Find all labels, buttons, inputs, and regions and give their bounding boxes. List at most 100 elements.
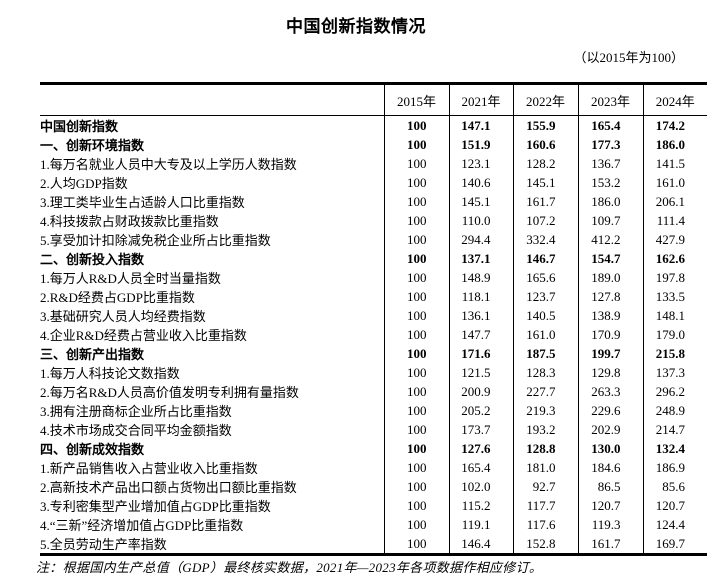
value-cell: 100 [383,363,449,382]
row-label: 4.“三新”经济增加值占GDP比重指数 [40,518,244,533]
row-label: 三、创新产出指数 [40,347,145,362]
value-cell: 127.6 [448,439,513,458]
table-row: 3.基础研究人员人均经费指数 100 136.1 140.5 138.9 148.1 [40,306,707,325]
value-cell: 119.1 [448,515,513,534]
value-cell: 117.7 [512,496,578,515]
value-cell: 179.0 [642,325,707,344]
row-label: 3.专利密集型产业增加值占GDP比重指数 [40,499,271,514]
value-cell: 146.7 [512,249,578,268]
table-row: 3.理工类毕业生占适龄人口比重指数 100 145.1 161.7 186.0 206.1 [40,192,707,211]
row-label: 3.拥有注册商标企业所占比重指数 [40,404,232,419]
page-title: 中国创新指数情况 [286,17,426,36]
value-cell: 193.2 [512,420,578,439]
value-cell: 294.4 [448,230,513,249]
row-label: 5.享受加计扣除减免税企业所占比重指数 [40,233,271,248]
value-cell: 174.2 [642,115,707,135]
value-cell: 100 [383,154,449,173]
value-cell: 151.9 [448,135,513,154]
table-row: 1.新产品销售收入占营业收入比重指数 100 165.4 181.0 184.6 186.… [40,458,707,477]
table-row: 3.拥有注册商标企业所占比重指数 100 205.2 219.3 229.6 248.9 [40,401,707,420]
value-cell: 162.6 [642,249,707,268]
value-cell: 100 [383,173,449,192]
table-body: 中国创新指数 100 147.1 155.9 165.4 174.2 一、创新环境指数 100… [40,115,707,555]
table-row: 2.每万名R&D人员高价值发明专利拥有量指数 100 200.9 227.7 263.3… [40,382,707,401]
indicator-column-header [40,83,384,116]
value-cell: 171.6 [448,344,513,363]
value-cell: 197.8 [642,268,707,287]
value-cell: 100 [383,306,449,325]
value-cell: 177.3 [577,135,643,154]
value-cell: 152.8 [512,534,578,555]
value-cell: 136.1 [448,306,513,325]
value-cell: 173.7 [448,420,513,439]
row-label: 四、创新成效指数 [40,442,145,457]
table-row: 1.每万人科技论文数指数 100 121.5 128.3 129.8 137.3 [40,363,707,382]
value-cell: 100 [383,439,449,458]
row-label: 2.高新技术产品出口额占货物出口额比重指数 [40,480,297,495]
value-cell: 107.2 [512,211,578,230]
row-label: 一、创新环境指数 [40,138,145,153]
value-cell: 296.2 [642,382,707,401]
row-label: 4.科技拨款占财政拨款比重指数 [40,214,219,229]
table-row: 一、创新环境指数 100 151.9 160.6 177.3 186.0 [40,135,707,154]
value-cell: 123.7 [512,287,578,306]
value-cell: 100 [383,211,449,230]
value-cell: 200.9 [448,382,513,401]
value-cell: 128.8 [512,439,578,458]
table-row: 5.全员劳动生产率指数 100 146.4 152.8 161.7 169.7 [40,534,707,555]
value-cell: 140.5 [512,306,578,325]
value-cell: 187.5 [512,344,578,363]
value-cell: 160.6 [512,135,578,154]
value-cell: 165.4 [448,458,513,477]
value-cell: 86.5 [577,477,643,496]
year-header: 2015年 [383,83,449,116]
row-label: 2.人均GDP指数 [40,176,128,191]
value-cell: 154.7 [577,249,643,268]
row-label: 1.新产品销售收入占营业收入比重指数 [40,461,258,476]
row-label: 4.企业R&D经费占营业收入比重指数 [40,328,247,343]
value-cell: 130.0 [577,439,643,458]
value-cell: 129.8 [577,363,643,382]
year-header: 2021年 [448,83,513,116]
value-cell: 123.1 [448,154,513,173]
value-cell: 120.7 [577,496,643,515]
year-header: 2022年 [512,83,578,116]
value-cell: 115.2 [448,496,513,515]
value-cell: 100 [383,420,449,439]
value-cell: 148.1 [642,306,707,325]
row-label: 二、创新投入指数 [40,252,145,267]
table-header-row: 2015年 2021年 2022年 2023年 2024年 [40,83,707,116]
table-row: 2.R&D经费占GDP比重指数 100 118.1 123.7 127.8 133.5 [40,287,707,306]
value-cell: 100 [383,344,449,363]
base-year-note: （以2015年为100） [573,50,684,65]
row-label: 5.全员劳动生产率指数 [40,537,167,552]
value-cell: 111.4 [642,211,707,230]
value-cell: 229.6 [577,401,643,420]
value-cell: 100 [383,534,449,555]
value-cell: 141.5 [642,154,707,173]
row-label: 3.基础研究人员人均经费指数 [40,309,206,324]
value-cell: 100 [383,401,449,420]
value-cell: 119.3 [577,515,643,534]
value-cell: 100 [383,287,449,306]
value-cell: 153.2 [577,173,643,192]
value-cell: 138.9 [577,306,643,325]
value-cell: 227.7 [512,382,578,401]
value-cell: 100 [383,477,449,496]
table-row: 2.高新技术产品出口额占货物出口额比重指数 100 102.0 92.7 86.5 85.… [40,477,707,496]
value-cell: 170.9 [577,325,643,344]
value-cell: 199.7 [577,344,643,363]
table-row: 四、创新成效指数 100 127.6 128.8 130.0 132.4 [40,439,707,458]
value-cell: 248.9 [642,401,707,420]
value-cell: 205.2 [448,401,513,420]
row-label: 1.每万人科技论文数指数 [40,366,180,381]
table-row: 4.技术市场成交合同平均金额指数 100 173.7 193.2 202.9 214.7 [40,420,707,439]
value-cell: 117.6 [512,515,578,534]
year-header: 2023年 [577,83,643,116]
table-row: 三、创新产出指数 100 171.6 187.5 199.7 215.8 [40,344,707,363]
table-row: 中国创新指数 100 147.1 155.9 165.4 174.2 [40,115,707,135]
value-cell: 120.7 [642,496,707,515]
table-row: 2.人均GDP指数 100 140.6 145.1 153.2 161.0 [40,173,707,192]
value-cell: 145.1 [512,173,578,192]
value-cell: 100 [383,192,449,211]
